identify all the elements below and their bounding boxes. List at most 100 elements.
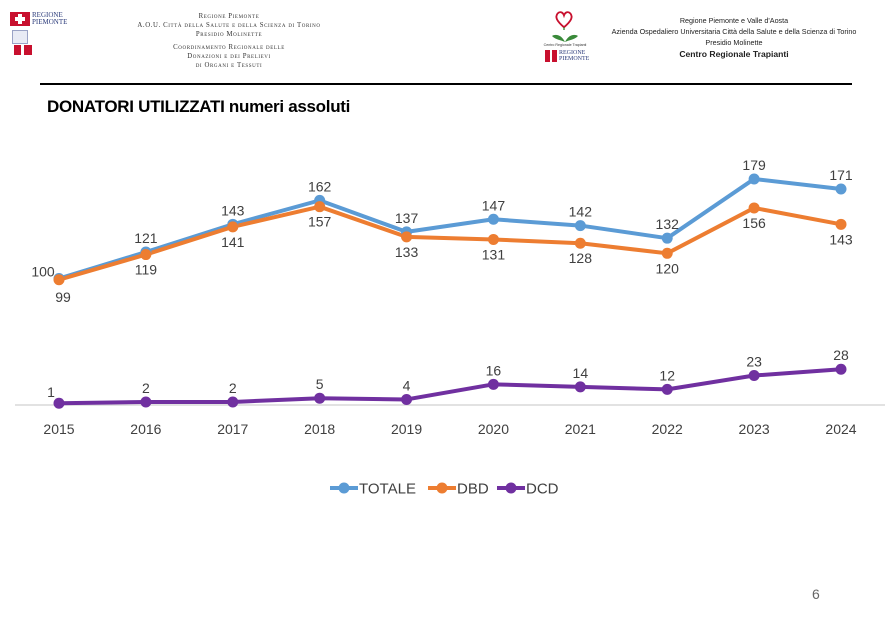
data-point-dcd <box>661 383 673 395</box>
x-tick-label: 2017 <box>217 421 248 437</box>
regione-piemonte-logo: REGIONE PIEMONTE <box>10 12 67 55</box>
header-left-line: Presidio Molinette <box>195 31 263 38</box>
data-point-dcd <box>835 363 847 375</box>
left-logo-line-1: REGIONE <box>32 11 63 19</box>
data-point-dbd <box>661 247 673 259</box>
data-label-totale: 162 <box>308 178 332 194</box>
x-tick-label: 2020 <box>478 421 509 437</box>
data-point-dbd <box>487 233 499 245</box>
data-label-dcd: 4 <box>403 377 411 393</box>
series-lines <box>58 176 842 406</box>
header-left-line: A.O.U. Città della Salute e della Scienz… <box>137 22 321 29</box>
small-flag-icon <box>14 45 32 55</box>
header-divider <box>40 83 852 85</box>
data-point-totale <box>661 232 673 244</box>
data-label-totale: 121 <box>134 230 158 246</box>
data-point-totale <box>574 220 586 232</box>
data-point-dbd <box>53 274 65 286</box>
x-tick-labels: 2015 2016 2017 2018 2019 2020 2021 2022 2023 2024 <box>43 421 856 437</box>
header-right-line: Azienda Ospedaliero Universitaria Città … <box>611 27 857 36</box>
data-label-dbd: 141 <box>221 234 245 250</box>
x-tick-label: 2022 <box>652 421 683 437</box>
logo-figure-icon <box>12 30 28 44</box>
data-label-dcd: 16 <box>486 362 502 378</box>
series-line-dbd <box>58 204 842 282</box>
chart-legend: TOTALE DBD DCD <box>330 481 559 498</box>
right-logo-caption: Centro Regionale Trapianti <box>543 43 587 47</box>
data-label-totale: 147 <box>482 197 506 213</box>
data-label-dcd: 23 <box>746 354 762 370</box>
header-left-line: di Organi e Tessuti <box>195 62 263 69</box>
header-right-line: Regione Piemonte e Valle d'Aosta <box>679 16 789 25</box>
heart-icon <box>555 11 573 30</box>
data-label-totale: 142 <box>569 204 593 220</box>
data-label-dbd: 119 <box>135 262 158 278</box>
data-label-dcd: 5 <box>316 376 324 392</box>
legend-label: TOTALE <box>359 481 416 498</box>
legend-item-dbd[interactable]: DBD <box>428 481 489 498</box>
piemonte-flag-icon <box>10 12 30 26</box>
data-point-dbd <box>574 237 586 249</box>
x-tick-label: 2018 <box>304 421 335 437</box>
x-tick-label: 2019 <box>391 421 422 437</box>
header-right-line: Centro Regionale Trapianti <box>679 49 789 59</box>
legend-item-dcd[interactable]: DCD <box>497 481 559 498</box>
data-point-totale <box>835 183 847 195</box>
data-point-dcd <box>53 397 65 409</box>
data-point-dcd <box>314 392 326 404</box>
data-label-dcd: 14 <box>573 365 589 381</box>
legend-swatch-marker <box>436 482 448 494</box>
data-point-dbd <box>835 218 847 230</box>
header-left-line: Regione Piemonte <box>198 13 260 20</box>
data-point-dcd <box>487 378 499 390</box>
data-label-dbd: 143 <box>829 231 853 247</box>
right-logo-text: REGIONE PIEMONTE <box>559 50 589 63</box>
data-label-dcd: 28 <box>833 347 849 363</box>
series-line-totale <box>58 176 842 281</box>
x-tick-label: 2015 <box>43 421 74 437</box>
data-point-dcd <box>140 396 152 408</box>
data-point-dbd <box>314 201 326 213</box>
x-tick-label: 2021 <box>565 421 596 437</box>
data-point-totale <box>487 213 499 225</box>
data-label-dcd: 2 <box>142 380 150 396</box>
x-tick-label: 2016 <box>130 421 161 437</box>
data-label-totale: 171 <box>829 167 853 183</box>
data-label-totale: 100 <box>31 264 55 280</box>
series-line-dcd <box>58 367 842 406</box>
data-label-totale: 137 <box>395 210 419 226</box>
data-point-dcd <box>748 370 760 382</box>
page-number: 6 <box>812 586 820 602</box>
data-point-dbd <box>227 221 239 233</box>
right-logo-line-1: REGIONE <box>559 50 586 56</box>
centro-trapianti-logo: Centro Regionale Trapianti REGIONE PIEMO… <box>541 8 589 66</box>
x-tick-label: 2023 <box>739 421 770 437</box>
x-tick-label: 2024 <box>825 421 856 437</box>
data-label-dbd: 157 <box>308 214 332 230</box>
data-label-dcd: 1 <box>47 384 55 400</box>
data-label-dbd: 131 <box>482 246 506 262</box>
legend-item-totale[interactable]: TOTALE <box>330 481 416 498</box>
series-points <box>53 173 847 409</box>
left-logo-text: REGIONE PIEMONTE <box>32 12 67 26</box>
leaves-icon <box>552 34 578 42</box>
data-point-dcd <box>227 396 239 408</box>
header-right-block: Regione Piemonte e Valle d'Aosta Azienda… <box>596 15 872 61</box>
data-point-dbd <box>140 249 152 261</box>
header-left-block: Regione Piemonte A.O.U. Città della Salu… <box>80 12 378 70</box>
data-label-dbd: 133 <box>395 244 419 260</box>
legend-swatch-marker <box>505 482 517 494</box>
data-point-dbd <box>748 202 760 214</box>
legend-label: DCD <box>526 481 559 498</box>
data-label-dbd: 128 <box>569 250 593 266</box>
data-label-dbd: 120 <box>656 260 680 276</box>
data-label-totale: 179 <box>742 157 766 173</box>
data-label-totale: 132 <box>656 216 680 232</box>
piemonte-flag-icon <box>545 50 557 62</box>
data-label-totale: 143 <box>221 202 245 218</box>
page-title: DONATORI UTILIZZATI numeri assoluti <box>47 97 351 116</box>
data-point-totale <box>748 173 760 185</box>
header-left-line: Donazioni e dei Prelievi <box>187 53 271 60</box>
